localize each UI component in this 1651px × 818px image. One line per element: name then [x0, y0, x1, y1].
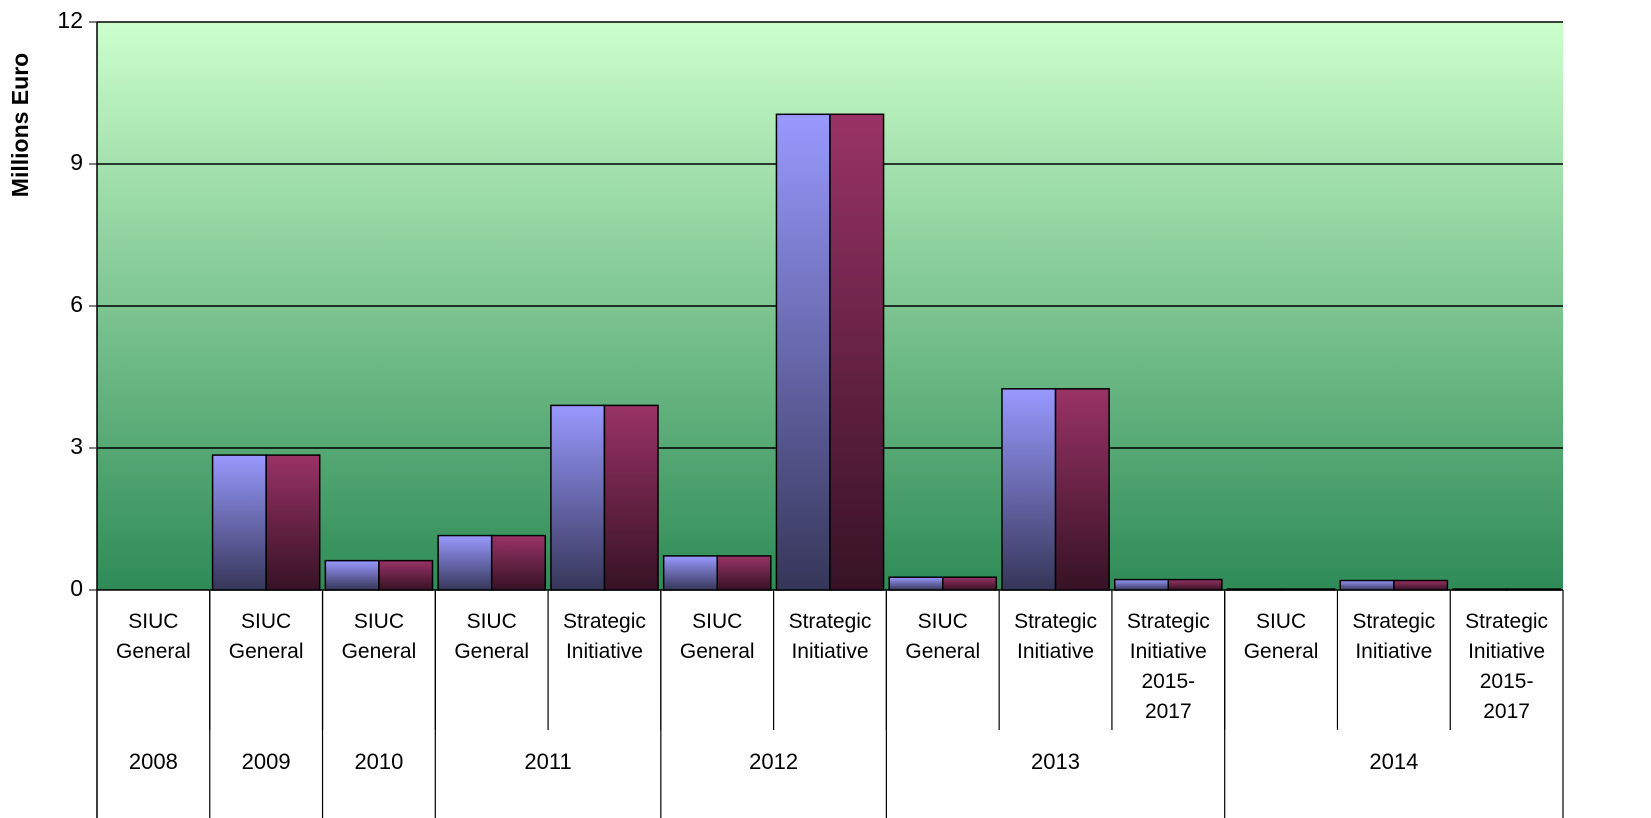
- x-tick-label: SIUC General: [905, 610, 980, 663]
- y-tick-label: 0: [70, 575, 83, 601]
- x-tick-label: SIUC General: [229, 610, 304, 663]
- bar: [942, 576, 998, 591]
- group-label: 2010: [354, 749, 403, 774]
- x-tick-label: Strategic Initiative: [1014, 610, 1097, 663]
- x-tick-label: Strategic Initiative: [1352, 610, 1435, 663]
- group-label: 2008: [129, 749, 178, 774]
- y-tick-label: 3: [70, 433, 83, 459]
- bar: [437, 534, 493, 591]
- bar: [1505, 588, 1561, 591]
- bar: [324, 559, 380, 591]
- bar: [716, 555, 772, 591]
- bar: [265, 454, 321, 591]
- bar: [1393, 579, 1449, 591]
- x-tick-label: SIUC General: [1244, 610, 1319, 663]
- bar: [888, 576, 944, 591]
- y-axis-label: Millions Euro: [7, 53, 33, 197]
- bar: [1280, 588, 1336, 591]
- bar: [490, 534, 547, 591]
- bar: [775, 113, 831, 591]
- bar: [1226, 588, 1282, 591]
- bar: [1113, 578, 1170, 591]
- y-tick-label: 12: [57, 7, 83, 33]
- bar: [1167, 578, 1223, 591]
- bar: [211, 454, 267, 591]
- x-tick-label: Strategic Initiative 2015-2017: [1127, 610, 1210, 723]
- x-tick-label: SIUC General: [680, 610, 755, 663]
- group-label: 2009: [242, 749, 291, 774]
- x-tick-label: SIUC General: [454, 610, 529, 663]
- x-tick-label: Strategic Initiative 2015-2017: [1465, 610, 1548, 723]
- group-label: 2013: [1031, 749, 1080, 774]
- x-tick-label: SIUC General: [342, 610, 417, 663]
- group-label: 2011: [524, 749, 571, 774]
- bar: [378, 559, 434, 591]
- bar: [1452, 588, 1508, 591]
- x-tick-label: Strategic Initiative: [789, 610, 872, 663]
- bar: [662, 555, 718, 591]
- y-tick-label: 9: [70, 149, 83, 175]
- y-tick-label: 6: [70, 291, 83, 317]
- bar: [603, 404, 659, 591]
- bar: [550, 404, 606, 591]
- bar: [1054, 388, 1110, 591]
- x-tick-label: Strategic Initiative: [563, 610, 646, 663]
- x-tick-label: SIUC General: [116, 610, 191, 663]
- bar: [1339, 579, 1395, 591]
- group-label: 2014: [1369, 749, 1418, 774]
- group-label: 2012: [749, 749, 798, 774]
- bar: [829, 113, 885, 591]
- bar: [1001, 388, 1057, 591]
